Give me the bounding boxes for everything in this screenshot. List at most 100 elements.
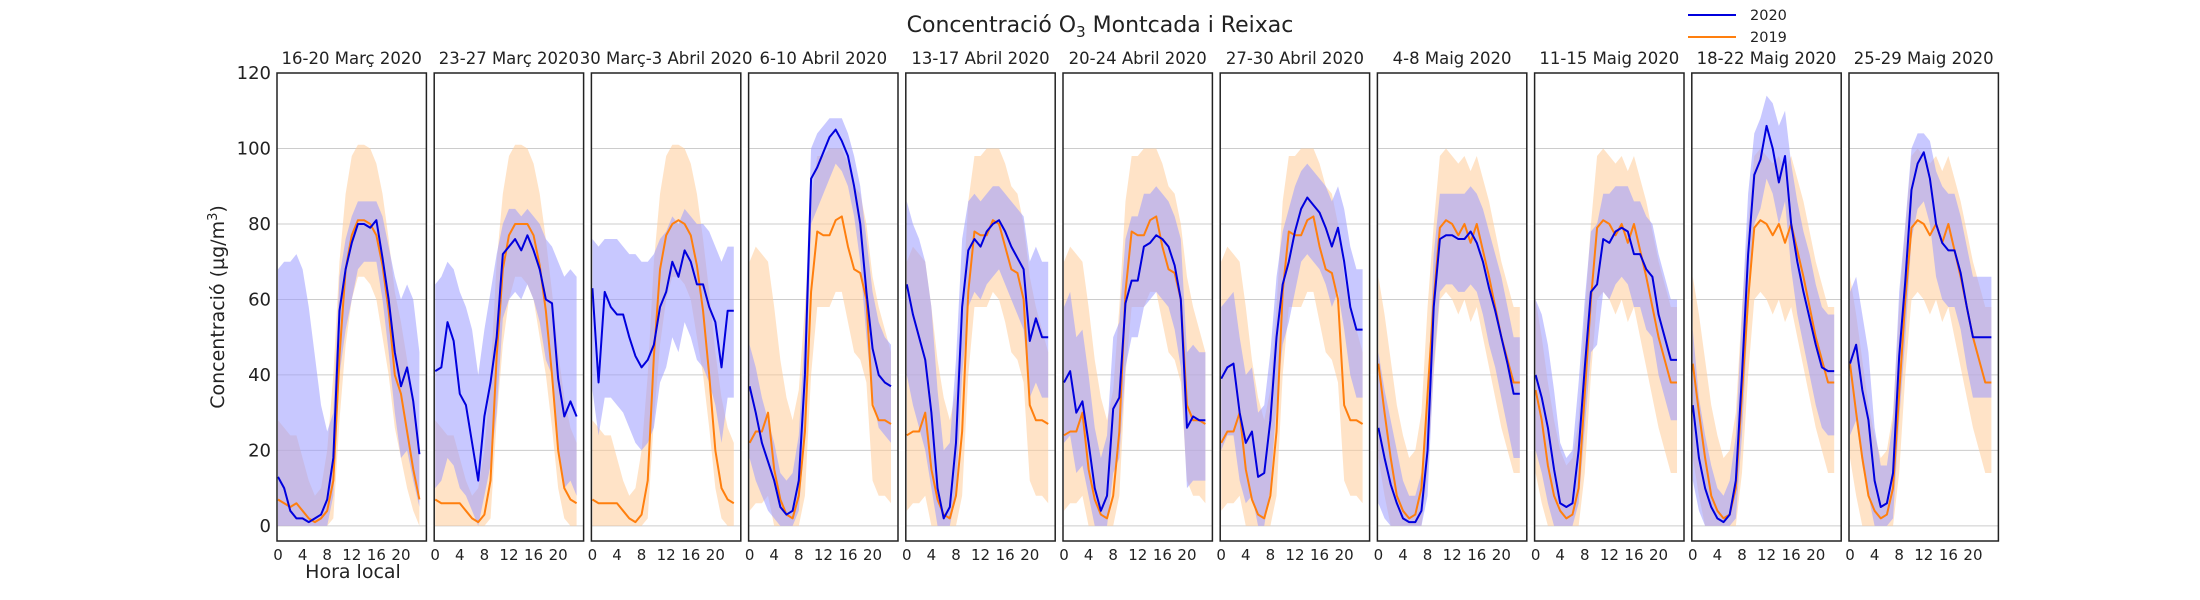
y-tick-label: 20 — [248, 440, 271, 461]
series-line-2020 — [1220, 196, 1363, 478]
x-tick-label: 0 — [1059, 546, 1069, 564]
panel-frame — [1848, 72, 2000, 542]
band-2019 — [749, 148, 891, 526]
series-line-2020 — [434, 234, 578, 482]
x-tick-label: 8 — [480, 546, 490, 564]
x-tick-label: 4 — [1084, 546, 1094, 564]
panel-frame — [747, 72, 899, 542]
series-line-2020 — [1534, 226, 1677, 509]
panel-frame — [1533, 72, 1685, 542]
band-2020 — [435, 208, 577, 526]
panel-plot-area — [1849, 133, 1992, 526]
y-tick-label: 60 — [248, 289, 271, 310]
panel-6: 20-24 Abril 2020 0 4 8 12 16 20 — [1059, 49, 1214, 564]
legend: 2020 2019 — [1688, 8, 1787, 46]
x-tick-label: 0 — [902, 546, 912, 564]
x-tick-label: 20 — [549, 546, 568, 564]
series-line-2020 — [1063, 234, 1206, 512]
x-tick-label: 8 — [1737, 546, 1747, 564]
x-tick-label: 0 — [430, 546, 440, 564]
panel-frame — [1376, 72, 1528, 542]
band-2020 — [1221, 163, 1363, 526]
y-axis-label-superscript: 3 — [206, 213, 221, 221]
x-tick-label: 12 — [1757, 546, 1776, 564]
x-tick-label: 20 — [1492, 546, 1511, 564]
y-axis-label-main: Concentració (µg/m — [207, 221, 229, 409]
series-line-2020 — [905, 219, 1049, 520]
series-line-2019 — [1220, 215, 1364, 520]
panel-plot-area — [434, 144, 578, 526]
x-tick-label: 8 — [1266, 546, 1276, 564]
band-2020 — [1378, 186, 1520, 526]
chart-title-tail: Montcada i Reixac — [1086, 13, 1294, 38]
panel-9: 11-15 Maig 2020 0 4 8 12 16 20 — [1531, 49, 1685, 564]
x-tick-label: 16 — [1153, 546, 1172, 564]
series-line-2020 — [277, 219, 421, 524]
x-tick-label: 8 — [322, 546, 332, 564]
series-line-2019 — [1691, 219, 1835, 520]
y-axis-label-tail: ) — [207, 205, 229, 212]
panel-title: 20-24 Abril 2020 — [1069, 49, 1207, 68]
x-tick-label: 0 — [745, 546, 755, 564]
x-tick-label: 0 — [1216, 546, 1226, 564]
series-line-2020 — [1691, 124, 1835, 524]
x-tick-label: 20 — [1963, 546, 1982, 564]
panel-title: 11-15 Maig 2020 — [1539, 49, 1679, 68]
band-2020 — [592, 208, 734, 451]
x-tick-label: 4 — [1713, 546, 1723, 564]
x-tick-label: 4 — [1555, 546, 1565, 564]
panel-title: 27-30 Abril 2020 — [1226, 49, 1364, 68]
panel-11: 25-29 Maig 2020 0 4 8 12 16 20 — [1845, 49, 2000, 564]
legend-label-2019: 2019 — [1750, 30, 1787, 46]
x-tick-label: 16 — [838, 546, 857, 564]
x-tick-label: 0 — [1845, 546, 1855, 564]
panel-title: 16-20 Març 2020 — [282, 49, 422, 68]
panel-8: 4-8 Maig 2020 0 4 8 12 16 20 — [1374, 49, 1528, 564]
panel-7: 27-30 Abril 2020 0 4 8 12 16 20 — [1216, 49, 1371, 564]
x-tick-label: 0 — [1531, 546, 1541, 564]
x-axis-label: Hora local — [305, 561, 401, 583]
panel-plot-area — [277, 144, 421, 526]
series-line-2019 — [748, 215, 892, 520]
x-tick-label: 20 — [706, 546, 725, 564]
band-2020 — [749, 118, 891, 526]
panel-title: 18-22 Maig 2020 — [1697, 49, 1837, 68]
x-tick-label: 20 — [1020, 546, 1039, 564]
x-tick-label: 12 — [971, 546, 990, 564]
panel-title: 4-8 Maig 2020 — [1393, 49, 1512, 68]
series-line-2019 — [906, 219, 1049, 520]
y-tick-label: 80 — [248, 214, 271, 235]
y-tick-label: 100 — [237, 138, 271, 159]
x-tick-label: 4 — [769, 546, 779, 564]
x-tick-label: 16 — [1782, 546, 1801, 564]
band-2020 — [1692, 95, 1835, 526]
x-tick-label: 12 — [342, 546, 361, 564]
series-line-2020 — [1849, 151, 1992, 509]
chart-title-main: Concentració O — [907, 13, 1076, 38]
x-tick-label: 0 — [1374, 546, 1384, 564]
x-tick-label: 4 — [1398, 546, 1408, 564]
panel-frame — [1219, 72, 1371, 542]
x-tick-label: 4 — [455, 546, 465, 564]
x-tick-label: 8 — [794, 546, 804, 564]
panel-frame — [276, 72, 428, 542]
x-tick-label: 4 — [612, 546, 622, 564]
series-line-2019 — [1534, 219, 1677, 520]
legend-label-2020: 2020 — [1750, 8, 1787, 24]
panel-plot-area — [1534, 148, 1677, 526]
panel-10: 18-22 Maig 2020 0 4 8 12 16 20 — [1688, 49, 1842, 564]
series-line-2020 — [591, 249, 734, 384]
panel-1: 16-20 Març 2020 0 4 8 12 16 20 — [273, 49, 428, 564]
band-2020 — [1535, 186, 1677, 526]
x-tick-label: 16 — [1310, 546, 1329, 564]
panel-plot-area — [591, 144, 735, 526]
x-tick-label: 12 — [657, 546, 676, 564]
y-tick-label: 120 — [237, 63, 271, 84]
x-tick-label: 12 — [1600, 546, 1619, 564]
panel-title: 23-27 Març 2020 — [439, 49, 579, 68]
x-tick-label: 16 — [1624, 546, 1643, 564]
chart-title: Concentració O3 Montcada i Reixac — [907, 13, 1294, 41]
panel-title: 25-29 Maig 2020 — [1854, 49, 1994, 68]
panel-frame — [590, 72, 742, 542]
